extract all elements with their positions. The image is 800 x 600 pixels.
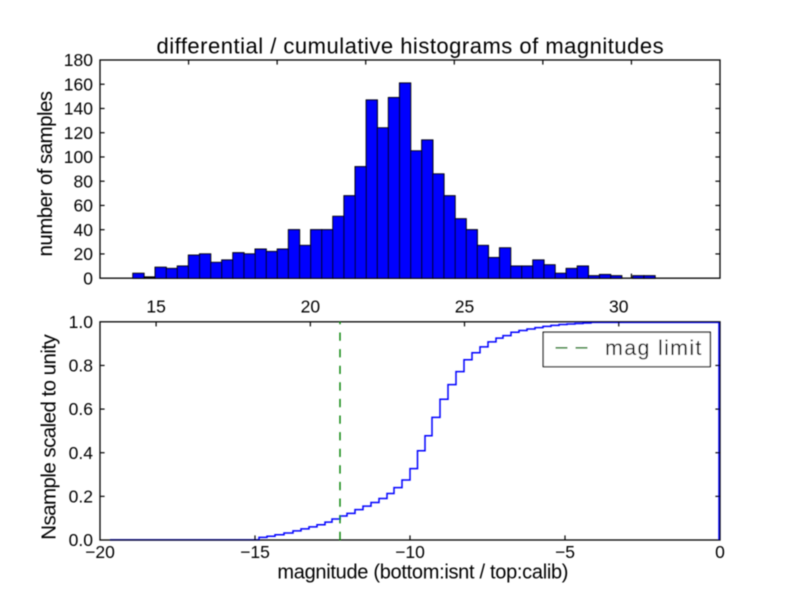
svg-text:0: 0 xyxy=(715,542,725,562)
svg-text:−20: −20 xyxy=(85,542,115,562)
svg-text:0.6: 0.6 xyxy=(69,399,93,419)
svg-text:0.0: 0.0 xyxy=(69,530,94,550)
svg-text:40: 40 xyxy=(74,220,94,240)
svg-text:120: 120 xyxy=(64,123,93,143)
svg-text:100: 100 xyxy=(64,147,93,167)
svg-text:0.4: 0.4 xyxy=(69,443,94,463)
svg-text:30: 30 xyxy=(609,297,629,317)
svg-text:80: 80 xyxy=(74,171,94,191)
svg-text:60: 60 xyxy=(74,196,94,216)
svg-text:Nsample scaled to unity: Nsample scaled to unity xyxy=(38,334,61,540)
svg-text:differential / cumulative hist: differential / cumulative histograms of … xyxy=(156,33,664,58)
svg-text:−5: −5 xyxy=(555,542,575,562)
svg-text:0: 0 xyxy=(83,268,93,288)
svg-text:mag limit: mag limit xyxy=(605,336,703,360)
svg-text:−10: −10 xyxy=(395,542,425,562)
svg-text:20: 20 xyxy=(74,244,94,264)
svg-text:20: 20 xyxy=(301,297,321,317)
svg-text:magnitude (bottom:isnt / top:c: magnitude (bottom:isnt / top:calib) xyxy=(277,561,568,583)
svg-text:140: 140 xyxy=(64,99,93,119)
svg-text:15: 15 xyxy=(146,297,165,317)
svg-text:25: 25 xyxy=(455,297,474,317)
svg-text:1.0: 1.0 xyxy=(69,312,94,332)
svg-text:180: 180 xyxy=(64,50,93,70)
svg-text:number of samples: number of samples xyxy=(34,91,57,256)
svg-text:0.2: 0.2 xyxy=(69,486,93,506)
svg-text:−15: −15 xyxy=(240,542,270,562)
svg-text:160: 160 xyxy=(64,74,93,94)
svg-text:0.8: 0.8 xyxy=(69,356,93,376)
